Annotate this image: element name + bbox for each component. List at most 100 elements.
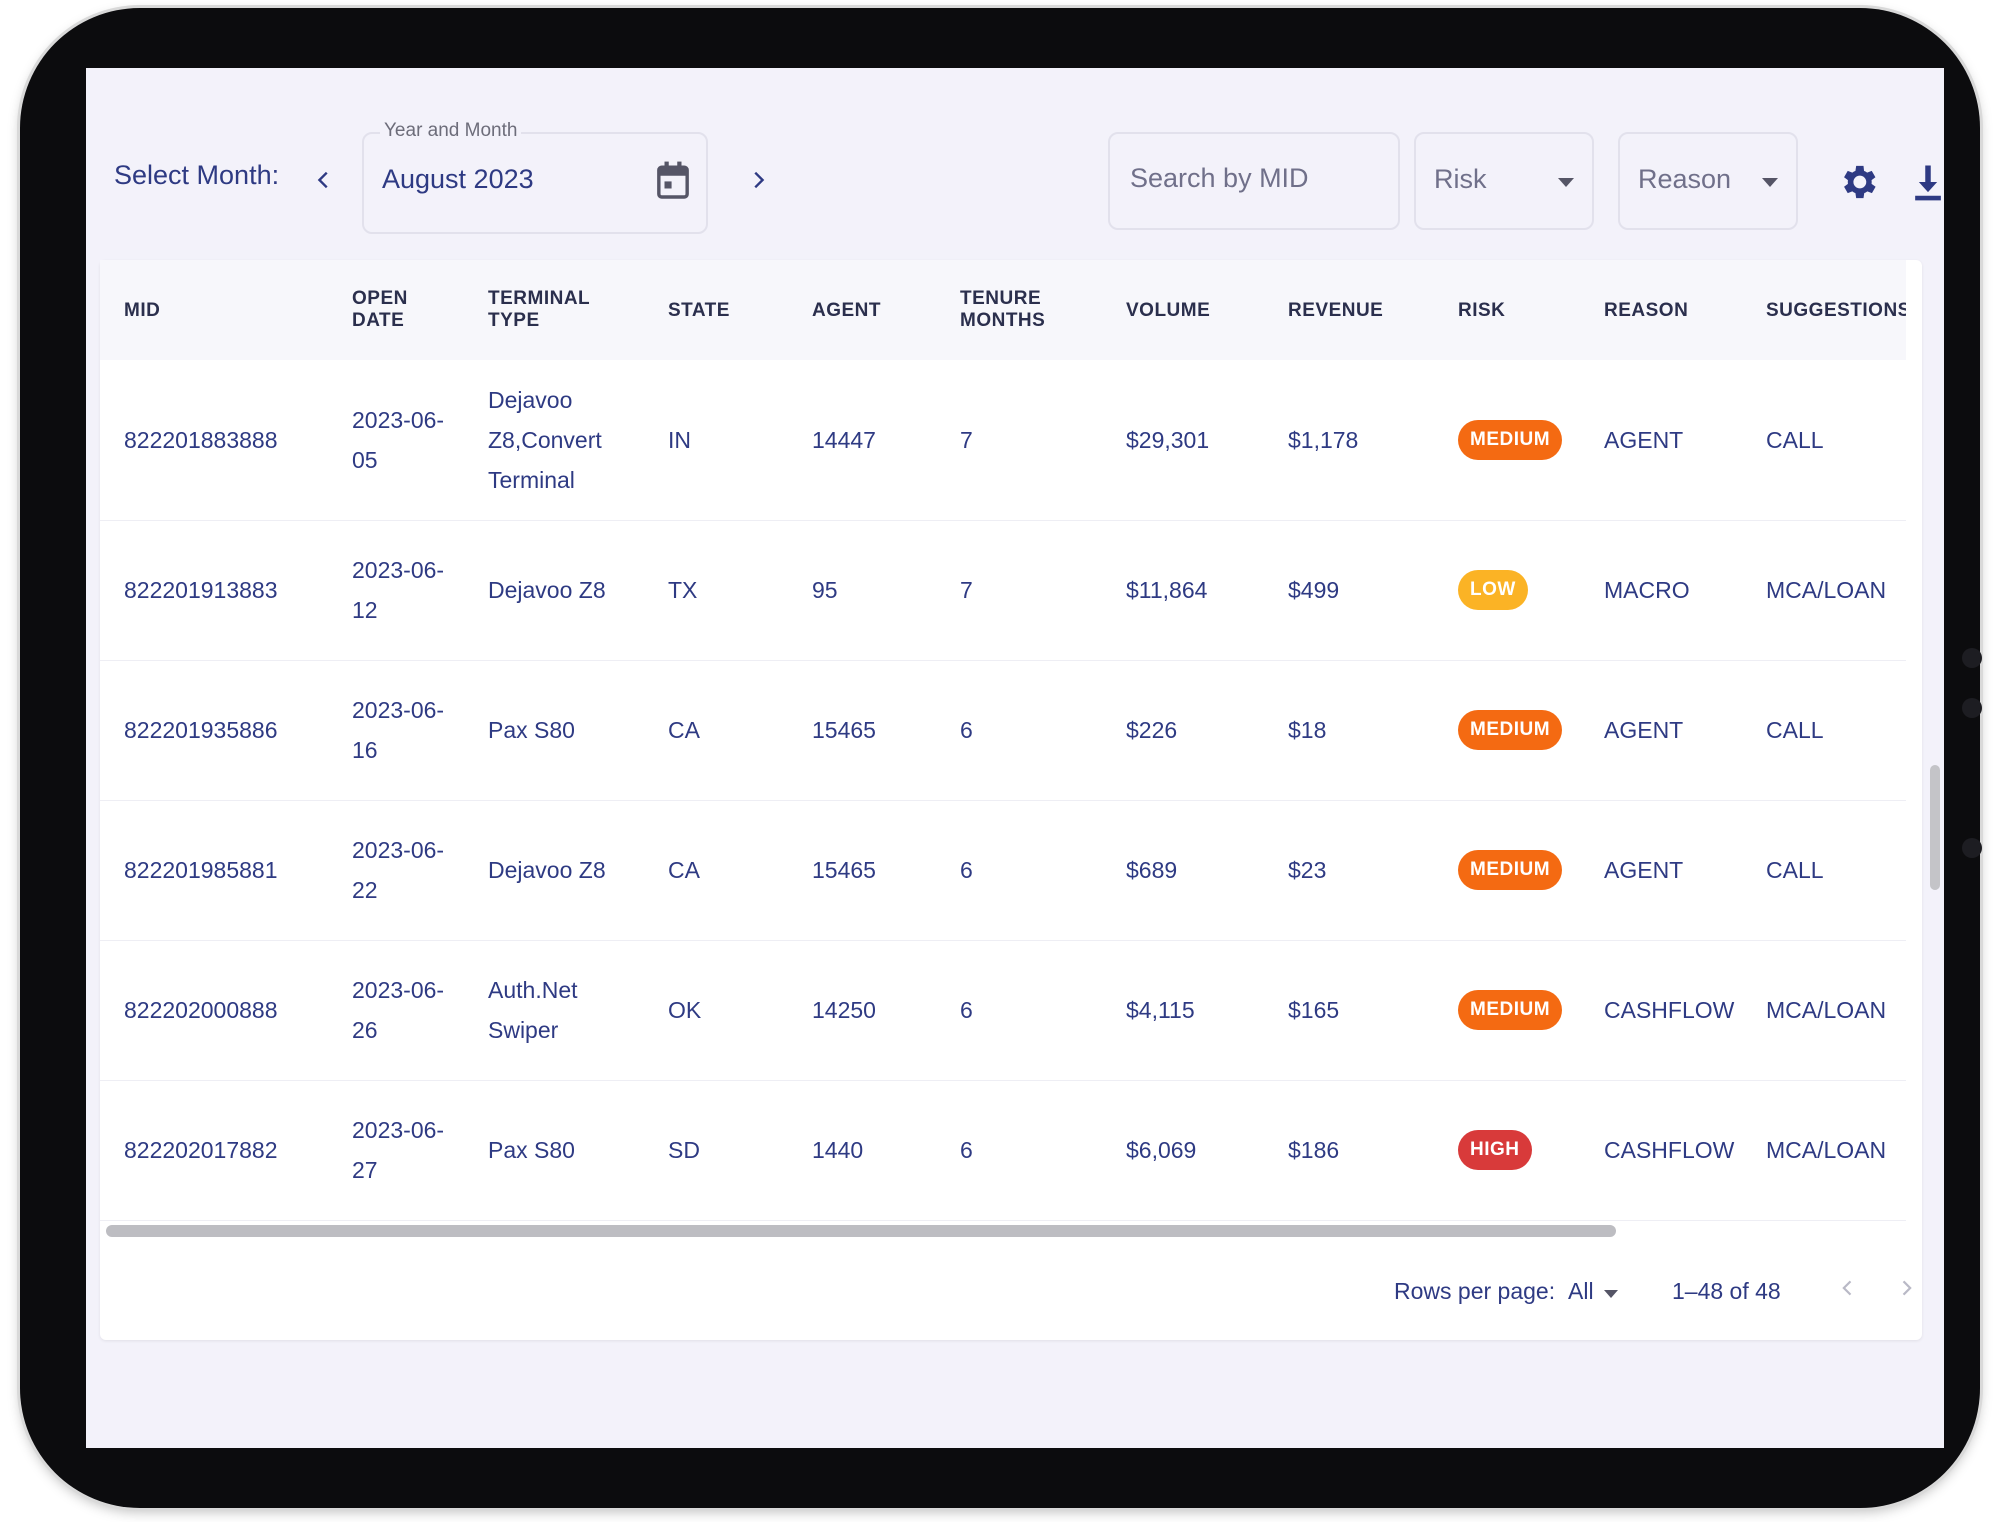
horizontal-scrollbar[interactable] (106, 1225, 1616, 1237)
column-header-volume[interactable]: VOLUME (1126, 300, 1211, 321)
risk-badge: MEDIUM (1458, 990, 1563, 1030)
cell-state: TX (668, 577, 698, 603)
column-header-terminal-type[interactable]: TERMINAL TYPE (488, 288, 591, 331)
cell-suggestion: MCA/LOAN (1766, 997, 1887, 1023)
date-field-value: August 2023 (382, 164, 534, 194)
cell-mid: 822202000888 (124, 997, 278, 1023)
toolbar: Select Month: Year and Month August 2023 (86, 68, 1944, 268)
cell-reason: CASHFLOW (1604, 1137, 1735, 1163)
column-header-revenue[interactable]: REVENUE (1288, 300, 1384, 321)
cell-reason: CASHFLOW (1604, 997, 1735, 1023)
column-header-state[interactable]: STATE (668, 300, 730, 321)
cell-agent: 1440 (812, 1137, 864, 1163)
cell-revenue: $23 (1288, 857, 1327, 883)
column-header-risk[interactable]: RISK (1458, 300, 1506, 321)
pagination-range: 1–48 of 48 (1672, 1278, 1781, 1304)
cell-agent: 15465 (812, 857, 876, 883)
tablet-frame: Select Month: Year and Month August 2023 (20, 8, 1982, 1508)
horizontal-scrollbar-track (100, 1220, 1906, 1239)
cell-suggestion: MCA/LOAN (1766, 1137, 1887, 1163)
previous-page-button[interactable] (1830, 1272, 1866, 1308)
calendar-icon[interactable] (656, 160, 690, 200)
table-row[interactable]: 822202017882 2023-06- 27 Pax S80 SD 1440… (100, 1080, 1906, 1220)
cell-open-date: 2023-06- 05 (352, 407, 445, 473)
cell-volume: $6,069 (1126, 1137, 1197, 1163)
search-mid-field[interactable] (1108, 132, 1400, 230)
table-row[interactable]: 822201935886 2023-06- 16 Pax S80 CA 1546… (100, 660, 1906, 801)
rows-per-page-label: Rows per page: (1394, 1278, 1556, 1304)
cell-volume: $29,301 (1126, 427, 1210, 453)
prev-month-button[interactable] (304, 160, 344, 200)
cell-agent: 14447 (812, 427, 876, 453)
column-header-agent[interactable]: AGENT (812, 300, 881, 321)
chevron-down-icon (1762, 178, 1778, 187)
download-icon[interactable] (1906, 160, 1944, 204)
table-row[interactable]: 822201883888 2023-06- 05 Dejavoo Z8,Conv… (100, 360, 1906, 521)
chevron-down-icon (1558, 178, 1574, 187)
table-row[interactable]: 822202000888 2023-06- 26 Auth.Net Swiper… (100, 940, 1906, 1081)
cell-tenure: 6 (960, 1137, 973, 1163)
vertical-scrollbar[interactable] (1930, 765, 1940, 890)
column-header-mid[interactable]: MID (124, 300, 161, 321)
cell-state: CA (668, 857, 700, 883)
cell-volume: $689 (1126, 857, 1178, 883)
cell-open-date: 2023-06- 26 (352, 977, 445, 1043)
cell-tenure: 6 (960, 717, 973, 743)
cell-terminal-type: Auth.Net Swiper (488, 977, 578, 1043)
cell-agent: 95 (812, 577, 838, 603)
cell-reason: AGENT (1604, 427, 1684, 453)
chevron-left-icon (1842, 1280, 1852, 1296)
cell-reason: AGENT (1604, 857, 1684, 883)
cell-terminal-type: Pax S80 (488, 717, 575, 743)
table-header: MID OPEN DATE TERMINAL TYPE STATE AGENT … (100, 260, 1906, 360)
device-sensor (1962, 838, 1982, 858)
cell-volume: $4,115 (1126, 997, 1195, 1023)
cell-terminal-type: Dejavoo Z8 (488, 857, 606, 883)
cell-tenure: 6 (960, 857, 973, 883)
table-row[interactable]: 822201985881 2023-06- 22 Dejavoo Z8 CA 1… (100, 800, 1906, 941)
reason-select[interactable]: Reason (1618, 132, 1798, 230)
gear-icon[interactable] (1836, 160, 1880, 204)
cell-tenure: 6 (960, 997, 973, 1023)
year-month-picker[interactable]: Year and Month August 2023 (362, 120, 708, 234)
cell-terminal-type: Dejavoo Z8 (488, 577, 606, 603)
rows-per-page-select[interactable]: All (1568, 1278, 1594, 1304)
risk-badge: MEDIUM (1458, 420, 1563, 460)
cell-volume: $11,864 (1126, 577, 1208, 603)
cell-revenue: $165 (1288, 997, 1340, 1023)
cell-state: SD (668, 1137, 700, 1163)
next-month-button[interactable] (738, 160, 778, 200)
cell-revenue: $499 (1288, 577, 1340, 603)
app-screen: Select Month: Year and Month August 2023 (86, 68, 1944, 1448)
cell-reason: MACRO (1604, 577, 1690, 603)
cell-state: CA (668, 717, 700, 743)
next-page-button[interactable] (1888, 1272, 1924, 1308)
cell-terminal-type: Dejavoo Z8,Convert Terminal (488, 387, 602, 493)
cell-reason: AGENT (1604, 717, 1684, 743)
column-header-reason[interactable]: REASON (1604, 300, 1689, 321)
cell-suggestion: CALL (1766, 427, 1824, 453)
chevron-right-icon (754, 171, 765, 189)
cell-open-date: 2023-06- 12 (352, 557, 445, 623)
cell-revenue: $18 (1288, 717, 1327, 743)
cell-mid: 822201935886 (124, 717, 278, 743)
column-header-tenure-months[interactable]: TENURE MONTHS (960, 288, 1046, 331)
merchant-table-card: MID OPEN DATE TERMINAL TYPE STATE AGENT … (100, 260, 1940, 1340)
search-mid-input[interactable] (1128, 162, 1372, 195)
column-header-suggestions[interactable]: SUGGESTIONS (1766, 300, 1906, 321)
risk-badge: HIGH (1458, 1130, 1532, 1170)
pagination-bar: Rows per page: All 1–48 of 48 (100, 1238, 1922, 1340)
cell-suggestion: CALL (1766, 857, 1824, 883)
chevron-down-icon (1604, 1290, 1618, 1298)
chevron-right-icon (1902, 1280, 1912, 1296)
chevron-left-icon (317, 171, 328, 189)
cell-agent: 15465 (812, 717, 876, 743)
risk-select[interactable]: Risk (1414, 132, 1594, 230)
cell-mid: 822201883888 (124, 427, 278, 453)
cell-volume: $226 (1126, 717, 1178, 743)
date-field-legend: Year and Month (380, 120, 522, 142)
column-header-open-date[interactable]: OPEN DATE (352, 288, 408, 331)
table-row[interactable]: 822201913883 2023-06- 12 Dejavoo Z8 TX 9… (100, 520, 1906, 661)
cell-tenure: 7 (960, 427, 973, 453)
risk-badge: MEDIUM (1458, 850, 1563, 890)
